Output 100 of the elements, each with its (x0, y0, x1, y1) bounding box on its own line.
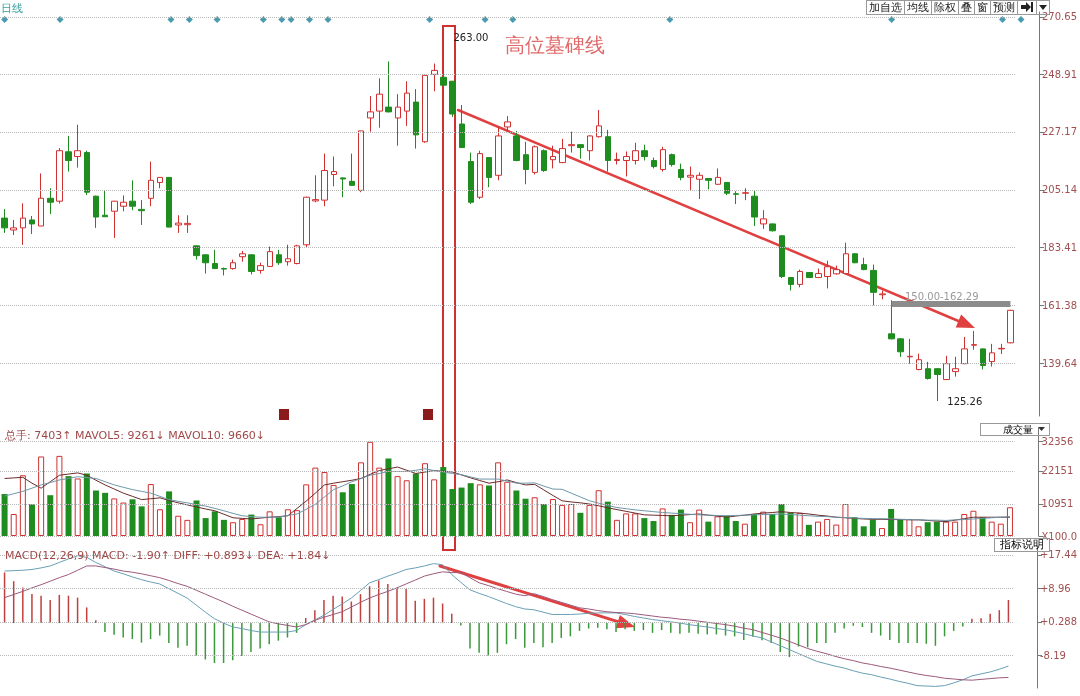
bar (732, 521, 739, 536)
candlestick (248, 253, 255, 275)
bar (833, 524, 840, 536)
bar (696, 509, 703, 536)
bar (266, 511, 273, 536)
bar (906, 518, 913, 536)
candlestick (1007, 309, 1014, 344)
candlestick (870, 264, 877, 306)
bar (961, 513, 968, 536)
candlestick (239, 250, 246, 263)
candlestick (477, 150, 483, 200)
button: 指标说明 (994, 538, 1050, 552)
bar (458, 487, 465, 536)
annotation: 成交量 (1003, 422, 1033, 437)
candlestick (687, 166, 694, 191)
annotation: 日线 (1, 1, 23, 16)
candlestick (129, 179, 136, 211)
candlestick (724, 181, 730, 196)
candlestick (157, 176, 163, 189)
candlestick (166, 176, 172, 228)
bar (376, 467, 383, 536)
bar (522, 498, 529, 536)
bar (330, 484, 337, 536)
candlestick (294, 244, 300, 265)
bar (348, 484, 355, 536)
candlestick (614, 152, 620, 165)
candlestick (513, 130, 520, 162)
candlestick (788, 276, 794, 291)
bar (495, 462, 502, 536)
bar (549, 499, 556, 536)
bar (358, 462, 365, 536)
candlestick (102, 189, 108, 218)
bar (705, 521, 712, 536)
annotation: 叠 (958, 1, 974, 14)
candlestick (587, 134, 593, 161)
bar (668, 514, 675, 536)
candlestick (568, 131, 575, 154)
bar (220, 519, 227, 536)
candlestick (1, 208, 8, 234)
candlestick (20, 202, 26, 246)
y-tick-label: +17.44 (1039, 549, 1078, 561)
bar (147, 484, 154, 536)
candlestick (779, 234, 785, 279)
y-tick-label: 32356 (1041, 435, 1074, 447)
bar (120, 502, 127, 536)
bar (860, 526, 867, 536)
candlestick (276, 249, 282, 266)
candlestick (29, 215, 35, 235)
candlestick (916, 353, 922, 371)
candlestick (751, 189, 758, 227)
candlestick (404, 80, 410, 127)
bar (988, 521, 995, 536)
bar (613, 519, 620, 536)
y-tick-label: +0.288 (1039, 616, 1078, 628)
bar (476, 484, 483, 536)
y-tick-label: 270.65 (1042, 11, 1078, 23)
candlestick (843, 242, 849, 275)
chart-title: MACD(12,26,9) MACD: -1.90↑ DIFF: +0.893↓ DEA: +1.84↓ (5, 549, 331, 562)
bar (741, 523, 748, 536)
candlestick (651, 157, 657, 169)
bar (632, 513, 639, 536)
candlestick (422, 74, 428, 144)
bar (851, 517, 858, 536)
y-tick-label: 227.17 (1042, 126, 1078, 138)
bar (586, 504, 593, 536)
candlestick (449, 80, 456, 118)
bar (129, 499, 136, 536)
candlestick (74, 124, 81, 169)
bar (915, 526, 922, 536)
candlestick (824, 260, 831, 289)
candlestick (961, 336, 968, 365)
bar (230, 522, 237, 536)
candlestick (120, 194, 127, 212)
y-tick-label: 161.38 (1042, 300, 1078, 312)
bar (751, 513, 758, 536)
bar (942, 521, 949, 536)
candlestick (84, 150, 90, 196)
bar (787, 512, 794, 536)
bar (467, 483, 474, 536)
candlestick (806, 271, 813, 279)
bar (540, 504, 547, 536)
bar (65, 476, 72, 536)
bar (559, 504, 566, 536)
candlestick (148, 161, 154, 207)
bar (111, 498, 118, 536)
candlestick (10, 219, 17, 236)
candlestick (943, 355, 950, 381)
candlestick (989, 343, 995, 368)
bar (1006, 507, 1013, 536)
bar (47, 495, 54, 536)
bar (997, 523, 1004, 536)
candlestick (349, 153, 355, 186)
bar (211, 511, 218, 536)
bar (650, 521, 657, 536)
candlestick (65, 135, 72, 173)
candlestick (815, 268, 822, 279)
bar (19, 475, 26, 536)
bar (431, 479, 438, 536)
y-tick-label: 22151 (1041, 465, 1074, 477)
candlestick (733, 190, 739, 205)
